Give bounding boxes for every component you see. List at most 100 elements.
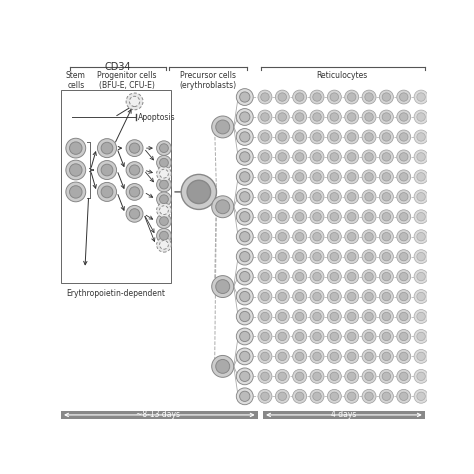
Circle shape	[362, 170, 376, 184]
Circle shape	[278, 133, 287, 141]
Circle shape	[292, 150, 307, 164]
Circle shape	[156, 141, 171, 155]
Circle shape	[278, 93, 287, 101]
Circle shape	[330, 173, 338, 181]
Circle shape	[292, 349, 307, 364]
Circle shape	[292, 110, 307, 124]
Circle shape	[365, 273, 373, 281]
Text: CD34: CD34	[105, 63, 131, 73]
Circle shape	[414, 329, 428, 343]
Circle shape	[278, 253, 287, 261]
Circle shape	[362, 310, 376, 323]
Circle shape	[400, 113, 408, 121]
Circle shape	[310, 170, 324, 184]
Circle shape	[98, 161, 117, 180]
Circle shape	[295, 93, 304, 101]
Circle shape	[397, 290, 411, 303]
Circle shape	[98, 138, 117, 158]
Circle shape	[261, 212, 269, 221]
Circle shape	[240, 152, 250, 162]
Circle shape	[400, 392, 408, 401]
Circle shape	[347, 372, 356, 381]
Circle shape	[365, 292, 373, 301]
Circle shape	[379, 90, 393, 104]
Circle shape	[275, 290, 289, 303]
Circle shape	[417, 93, 425, 101]
Circle shape	[240, 191, 250, 202]
Circle shape	[237, 128, 253, 146]
Circle shape	[400, 312, 408, 321]
Circle shape	[365, 173, 373, 181]
Circle shape	[365, 312, 373, 321]
Circle shape	[70, 142, 82, 155]
Circle shape	[212, 275, 234, 298]
Circle shape	[156, 155, 171, 170]
Circle shape	[310, 110, 324, 124]
Circle shape	[362, 329, 376, 343]
Circle shape	[347, 292, 356, 301]
Circle shape	[347, 212, 356, 221]
Circle shape	[216, 359, 230, 374]
Circle shape	[347, 232, 356, 241]
Circle shape	[330, 192, 338, 201]
Circle shape	[258, 310, 272, 323]
Circle shape	[328, 210, 341, 224]
Circle shape	[414, 250, 428, 264]
Circle shape	[261, 232, 269, 241]
Circle shape	[382, 133, 391, 141]
Circle shape	[379, 130, 393, 144]
Circle shape	[397, 369, 411, 383]
Circle shape	[261, 192, 269, 201]
Circle shape	[362, 369, 376, 383]
Circle shape	[362, 190, 376, 204]
Circle shape	[382, 332, 391, 341]
Circle shape	[310, 369, 324, 383]
Circle shape	[382, 212, 391, 221]
Circle shape	[261, 253, 269, 261]
Circle shape	[258, 170, 272, 184]
Circle shape	[258, 90, 272, 104]
Circle shape	[292, 389, 307, 403]
Circle shape	[313, 93, 321, 101]
Circle shape	[379, 150, 393, 164]
Circle shape	[240, 351, 250, 362]
Circle shape	[365, 133, 373, 141]
Circle shape	[400, 352, 408, 361]
Circle shape	[347, 392, 356, 401]
Circle shape	[237, 268, 253, 285]
Circle shape	[330, 113, 338, 121]
Circle shape	[237, 148, 253, 165]
Circle shape	[330, 253, 338, 261]
Circle shape	[275, 270, 289, 283]
Circle shape	[400, 153, 408, 161]
Text: Precursor cells
(erythroblasts): Precursor cells (erythroblasts)	[180, 71, 237, 90]
Circle shape	[417, 312, 425, 321]
Circle shape	[275, 310, 289, 323]
Circle shape	[345, 329, 359, 343]
Circle shape	[295, 312, 304, 321]
Circle shape	[98, 182, 117, 201]
Circle shape	[101, 164, 113, 176]
Circle shape	[240, 371, 250, 382]
Circle shape	[365, 253, 373, 261]
Circle shape	[156, 192, 171, 207]
Bar	[61, 411, 258, 419]
Circle shape	[160, 169, 168, 178]
Circle shape	[328, 190, 341, 204]
Circle shape	[240, 172, 250, 182]
Circle shape	[237, 328, 253, 345]
Circle shape	[362, 130, 376, 144]
Circle shape	[347, 253, 356, 261]
Circle shape	[275, 230, 289, 244]
Circle shape	[365, 153, 373, 161]
Circle shape	[414, 130, 428, 144]
Circle shape	[126, 205, 143, 222]
Circle shape	[129, 143, 140, 153]
Circle shape	[313, 253, 321, 261]
Circle shape	[240, 92, 250, 102]
Circle shape	[278, 113, 287, 121]
Circle shape	[347, 133, 356, 141]
Circle shape	[345, 389, 359, 403]
Circle shape	[328, 349, 341, 364]
Circle shape	[362, 110, 376, 124]
